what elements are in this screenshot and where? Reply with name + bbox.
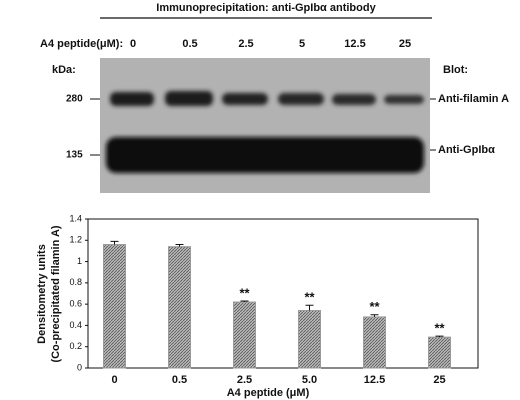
lane-label: 12.5 [344, 38, 365, 50]
error-bar [175, 244, 184, 247]
x-tick-label: 0.5 [172, 374, 187, 386]
significance: ** [304, 290, 315, 305]
x-axis-label: A4 peptide (μM) [227, 387, 310, 399]
error-bar [240, 300, 249, 303]
bar [103, 244, 126, 369]
bar [168, 246, 191, 369]
lane-label: 2.5 [238, 38, 253, 50]
x-tick-label: 2.5 [237, 374, 252, 386]
blot-label: Blot: [443, 64, 468, 76]
x-tick-label: 25 [433, 374, 445, 386]
plot-frame [87, 218, 479, 369]
y-tick-label: 0 [77, 362, 82, 372]
y-tick-label: 1.2 [69, 235, 82, 245]
bar [298, 310, 321, 369]
marker-label: 280 [66, 94, 83, 105]
marker-label: 135 [66, 150, 83, 161]
x-tick-label: 5.0 [302, 374, 317, 386]
error-bar [435, 335, 444, 338]
band-label: Anti-GpIbα [438, 144, 495, 156]
bar [363, 316, 386, 369]
x-tick-label: 12.5 [364, 374, 385, 386]
y-tick-label: 0.2 [69, 341, 82, 351]
x-tick-label: 0 [111, 374, 117, 386]
lane-label: A4 peptide(μM): [40, 38, 123, 50]
y-tick-label: 0.8 [69, 277, 82, 287]
y-axis-label: Densitometry units [36, 244, 48, 344]
significance: ** [434, 321, 445, 336]
bar [428, 336, 451, 369]
lane-label: 25 [399, 38, 411, 50]
lane-label: 0.5 [182, 38, 197, 50]
lane-label: 0 [130, 38, 136, 50]
y-tick-label: 1.4 [69, 213, 82, 223]
y-axis-label: (Co-precipitated filamin A) [50, 225, 62, 362]
y-tick-label: 0.6 [69, 299, 82, 309]
significance: ** [239, 285, 250, 300]
band-label: Anti-filamin A [438, 93, 509, 105]
blot-title: Immunoprecipitation: anti-GpIbα antibody [156, 2, 376, 14]
bar [233, 301, 256, 369]
y-tick-label: 0.4 [69, 320, 82, 330]
lane-label: 5 [299, 38, 305, 50]
error-bar [370, 314, 379, 317]
significance: ** [369, 299, 380, 314]
y-tick-label: 1 [77, 256, 82, 266]
kda-label: kDa: [52, 64, 76, 76]
error-bar [305, 304, 314, 311]
error-bar [110, 240, 119, 245]
bands [106, 91, 424, 173]
